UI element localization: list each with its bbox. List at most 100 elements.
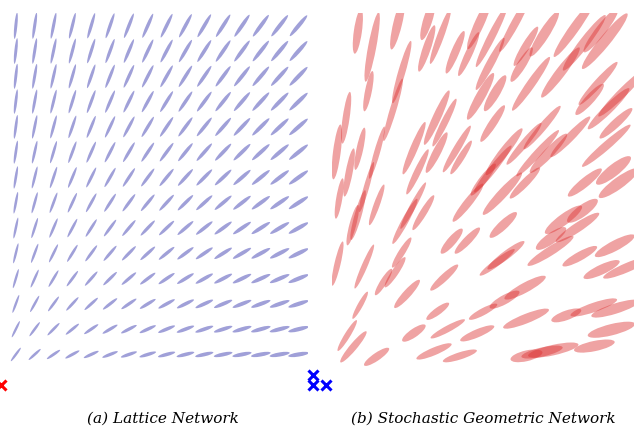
Ellipse shape (232, 326, 252, 333)
Ellipse shape (253, 15, 269, 37)
Ellipse shape (270, 248, 289, 259)
Ellipse shape (392, 238, 412, 268)
Ellipse shape (214, 221, 232, 235)
Ellipse shape (443, 126, 471, 172)
Ellipse shape (563, 15, 605, 71)
Ellipse shape (341, 92, 351, 143)
Ellipse shape (84, 324, 99, 334)
Ellipse shape (49, 193, 58, 213)
Ellipse shape (214, 196, 232, 210)
Ellipse shape (14, 13, 18, 39)
Ellipse shape (470, 164, 496, 196)
Ellipse shape (385, 257, 406, 287)
Text: (a) Lattice Network: (a) Lattice Network (87, 412, 239, 426)
Ellipse shape (289, 222, 308, 234)
Ellipse shape (196, 273, 213, 284)
Ellipse shape (105, 90, 115, 113)
Ellipse shape (570, 298, 617, 317)
Ellipse shape (343, 148, 355, 197)
Ellipse shape (233, 248, 251, 259)
Ellipse shape (252, 248, 270, 259)
Ellipse shape (159, 195, 174, 211)
Ellipse shape (554, 0, 595, 57)
Ellipse shape (289, 248, 308, 259)
Ellipse shape (288, 352, 308, 357)
Ellipse shape (486, 128, 523, 175)
Ellipse shape (234, 66, 250, 86)
Ellipse shape (252, 196, 270, 210)
Ellipse shape (124, 91, 134, 112)
Ellipse shape (86, 142, 96, 163)
Ellipse shape (556, 213, 599, 242)
Ellipse shape (480, 105, 505, 142)
Ellipse shape (383, 78, 403, 141)
Ellipse shape (467, 0, 492, 49)
Ellipse shape (12, 321, 20, 337)
Ellipse shape (177, 221, 193, 235)
Ellipse shape (474, 146, 511, 192)
Ellipse shape (13, 192, 18, 214)
Ellipse shape (49, 218, 58, 238)
Ellipse shape (412, 195, 435, 230)
Ellipse shape (31, 269, 39, 288)
Ellipse shape (179, 92, 193, 112)
Ellipse shape (178, 195, 193, 211)
Ellipse shape (179, 66, 192, 87)
Ellipse shape (289, 300, 308, 308)
Ellipse shape (335, 178, 344, 219)
Ellipse shape (140, 272, 156, 285)
Ellipse shape (451, 140, 472, 174)
Ellipse shape (426, 303, 449, 320)
Ellipse shape (86, 167, 96, 187)
Ellipse shape (353, 292, 368, 319)
Ellipse shape (214, 300, 232, 308)
Ellipse shape (124, 14, 134, 38)
Ellipse shape (541, 48, 580, 98)
Ellipse shape (454, 228, 480, 254)
Ellipse shape (433, 99, 456, 146)
Ellipse shape (522, 346, 563, 358)
Ellipse shape (106, 39, 115, 63)
Ellipse shape (84, 351, 99, 358)
Ellipse shape (270, 300, 289, 308)
Ellipse shape (195, 326, 213, 333)
Ellipse shape (232, 300, 252, 308)
Ellipse shape (603, 256, 640, 279)
Ellipse shape (177, 352, 195, 357)
Ellipse shape (123, 116, 134, 137)
Ellipse shape (426, 132, 447, 173)
Ellipse shape (289, 170, 308, 184)
Ellipse shape (567, 199, 598, 223)
Ellipse shape (51, 64, 57, 89)
Ellipse shape (141, 168, 154, 187)
Ellipse shape (430, 9, 451, 64)
Ellipse shape (390, 0, 405, 49)
Ellipse shape (392, 199, 417, 244)
Ellipse shape (270, 170, 289, 185)
Ellipse shape (142, 39, 154, 63)
Ellipse shape (513, 27, 538, 66)
Ellipse shape (252, 118, 269, 136)
Ellipse shape (418, 25, 435, 72)
Ellipse shape (551, 308, 581, 322)
Ellipse shape (346, 205, 359, 245)
Ellipse shape (406, 149, 429, 194)
Ellipse shape (197, 66, 211, 87)
Ellipse shape (49, 270, 58, 287)
Ellipse shape (177, 300, 194, 308)
Ellipse shape (51, 38, 56, 64)
Ellipse shape (121, 351, 137, 358)
Ellipse shape (563, 246, 597, 266)
Ellipse shape (159, 247, 175, 260)
Ellipse shape (394, 280, 420, 308)
Ellipse shape (195, 352, 213, 357)
Ellipse shape (403, 122, 426, 174)
Ellipse shape (332, 242, 344, 286)
Ellipse shape (196, 247, 212, 259)
Ellipse shape (483, 173, 522, 215)
Ellipse shape (375, 269, 392, 295)
Ellipse shape (579, 62, 618, 105)
Ellipse shape (234, 170, 251, 185)
Ellipse shape (290, 41, 307, 61)
Ellipse shape (584, 260, 620, 279)
